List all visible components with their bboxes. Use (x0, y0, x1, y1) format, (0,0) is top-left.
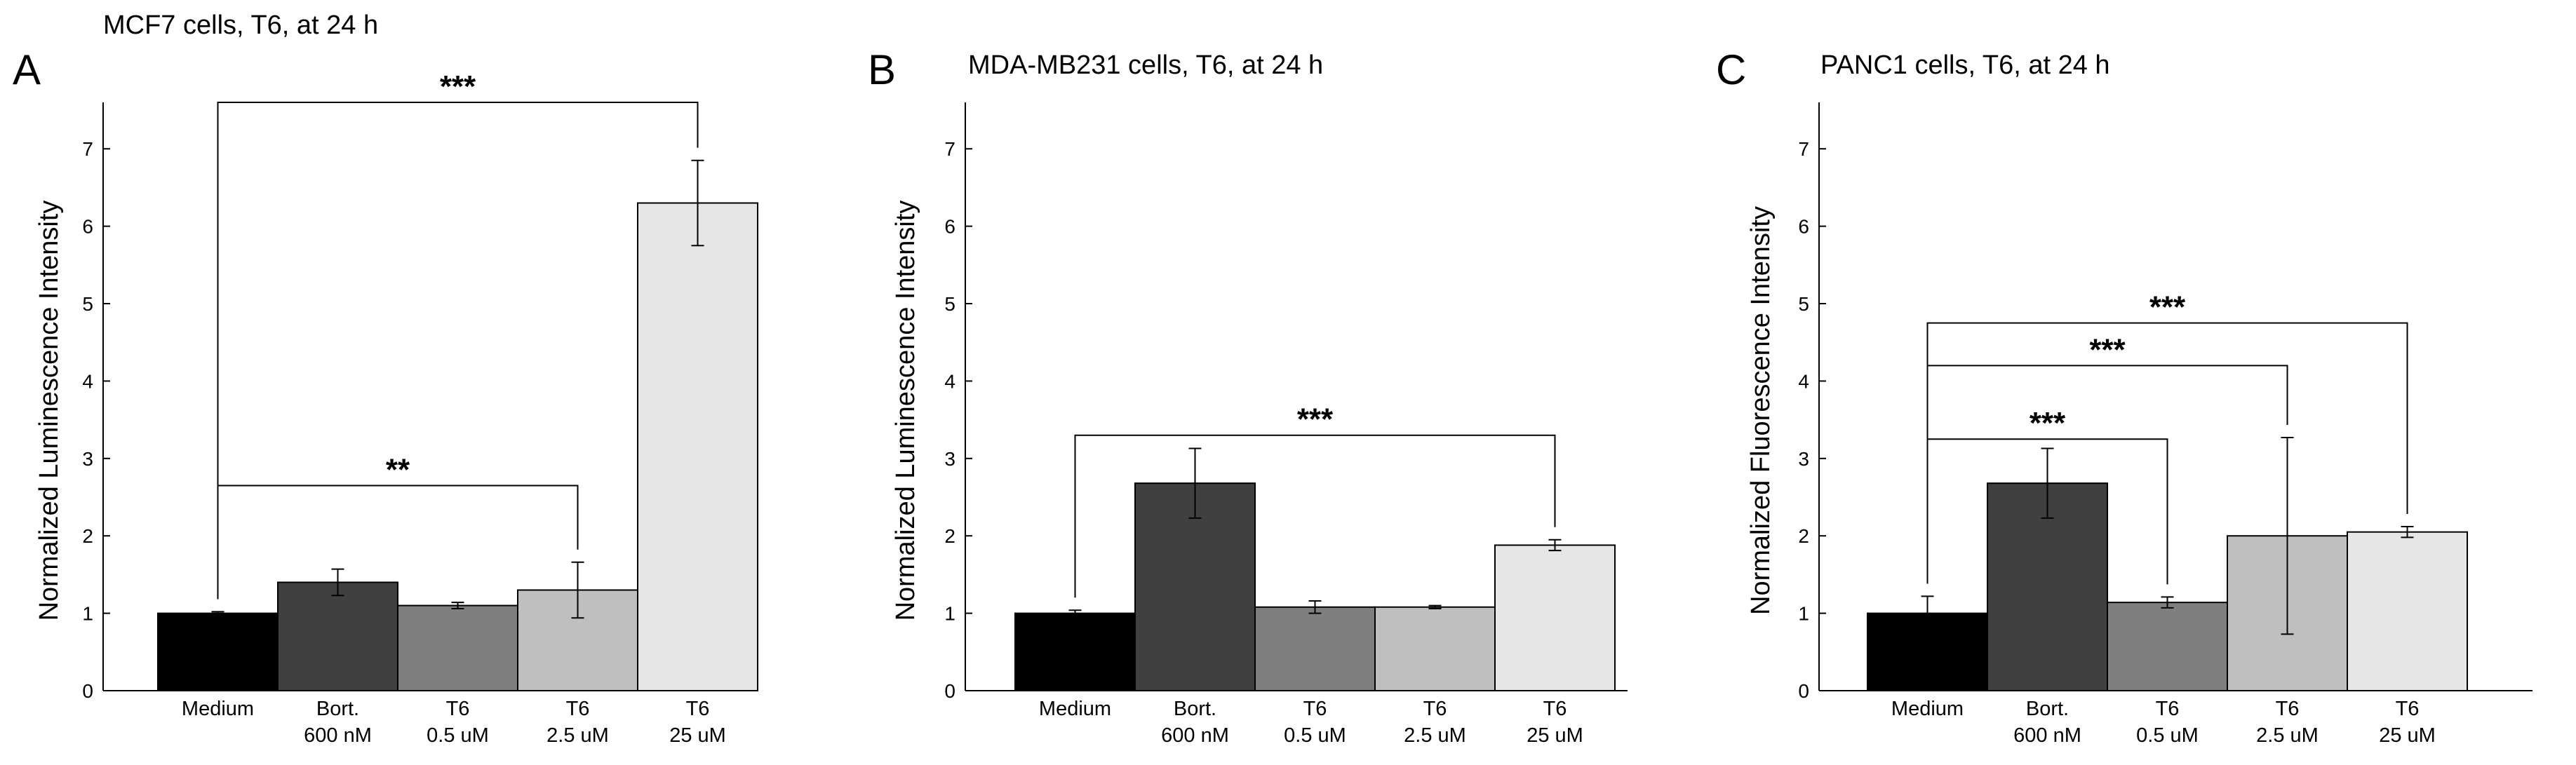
x-tick-label: 0.5 uM (2136, 724, 2199, 747)
x-tick-label: 2.5 uM (546, 724, 609, 747)
bar (637, 202, 758, 691)
y-tick-label: 1 (82, 603, 93, 625)
panel-letter: C (1716, 46, 1746, 93)
x-tick-label: 0.5 uM (427, 724, 489, 747)
y-tick-label: 1 (944, 603, 955, 625)
y-tick-label: 2 (82, 525, 93, 547)
significance-label: *** (2030, 406, 2066, 440)
panel-letter: B (868, 46, 896, 93)
y-tick-label: 3 (1798, 448, 1809, 470)
y-tick-label: 0 (82, 680, 93, 702)
y-tick-label: 4 (944, 370, 955, 392)
x-tick-label: Bort. (2026, 698, 2069, 720)
x-tick-label: Bort. (1174, 698, 1216, 720)
x-tick-label: Bort. (316, 698, 359, 720)
y-tick-label: 2 (1798, 525, 1809, 547)
chart-panel-c: C PANC1 cells, T6, at 24 h 0 1 2 3 4 5 6 7 Normali… (1716, 46, 2533, 747)
significance-bracket (217, 102, 699, 600)
y-tick-label: 4 (82, 370, 93, 392)
chart-panel-a: A MCF7 cells, T6, at 24 h 0 1 2 3 4 5 6 7 Normaliz… (13, 11, 758, 747)
x-tick-label: 600 nM (1161, 724, 1229, 747)
x-tick-label: 600 nM (2013, 724, 2081, 747)
significance-bracket (1926, 322, 2408, 584)
x-tick-label: T6 (2156, 698, 2180, 720)
y-tick-label: 5 (82, 293, 93, 315)
bar (1014, 612, 1136, 692)
bar (2347, 531, 2468, 691)
significance-label: ** (386, 452, 410, 487)
x-tick-label: Medium (182, 698, 254, 720)
y-axis-label: Normalized Fluorescence Intensity (1746, 206, 1776, 615)
x-tick-label: T6 (566, 698, 590, 720)
x-tick-label: T6 (1423, 698, 1447, 720)
y-tick-label: 1 (1798, 603, 1809, 625)
y-tick-label: 6 (944, 216, 955, 238)
bar (397, 604, 518, 692)
y-tick-label: 7 (82, 138, 93, 160)
chart-title: MDA-MB231 cells, T6, at 24 h (968, 50, 1323, 80)
y-tick-label: 5 (944, 293, 955, 315)
y-tick-label: 0 (944, 680, 955, 702)
bar (1374, 606, 1496, 691)
y-tick-label: 2 (944, 525, 955, 547)
y-tick-label: 7 (1798, 138, 1809, 160)
bar (2107, 602, 2228, 692)
y-tick-label: 6 (82, 216, 93, 238)
bar (1494, 544, 1616, 691)
x-tick-label: 25 uM (669, 724, 726, 747)
panel-letter: A (13, 46, 41, 93)
x-tick-label: 25 uM (2379, 724, 2436, 747)
significance-bracket (1074, 434, 1556, 598)
bar (157, 612, 279, 692)
chart-title: PANC1 cells, T6, at 24 h (1820, 50, 2110, 80)
x-tick-label: Medium (1891, 698, 1964, 720)
significance-label: *** (2089, 332, 2126, 367)
y-tick-label: 5 (1798, 293, 1809, 315)
y-tick-label: 6 (1798, 216, 1809, 238)
y-tick-label: 7 (944, 138, 955, 160)
x-tick-label: 0.5 uM (1284, 724, 1346, 747)
chart-title: MCF7 cells, T6, at 24 h (103, 11, 378, 40)
bar (1254, 606, 1376, 691)
y-tick-label: 3 (82, 448, 93, 470)
bar (277, 581, 398, 692)
y-tick-label: 0 (1798, 680, 1809, 702)
significance-label: *** (440, 69, 476, 104)
x-tick-label: T6 (686, 698, 710, 720)
y-tick-label: 4 (1798, 370, 1809, 392)
x-tick-label: T6 (1303, 698, 1327, 720)
x-tick-label: 2.5 uM (1404, 724, 1466, 747)
y-axis-label: Normalized Luminescence Intensity (34, 201, 64, 621)
x-tick-label: T6 (1543, 698, 1567, 720)
x-tick-label: 2.5 uM (2256, 724, 2319, 747)
x-tick-label: 600 nM (304, 724, 372, 747)
significance-label: *** (1297, 402, 1334, 437)
y-tick-label: 3 (944, 448, 955, 470)
y-axis-label: Normalized Luminescence Intensity (891, 201, 920, 621)
x-tick-label: 25 uM (1527, 724, 1583, 747)
significance-label: *** (2149, 290, 2186, 325)
chart-panel-b: B MDA-MB231 cells, T6, at 24 h 0 1 2 3 4 5 6 7 Nor… (868, 46, 1628, 747)
x-tick-label: T6 (2396, 698, 2420, 720)
x-tick-label: T6 (446, 698, 470, 720)
x-tick-label: Medium (1039, 698, 1111, 720)
x-tick-label: T6 (2276, 698, 2300, 720)
